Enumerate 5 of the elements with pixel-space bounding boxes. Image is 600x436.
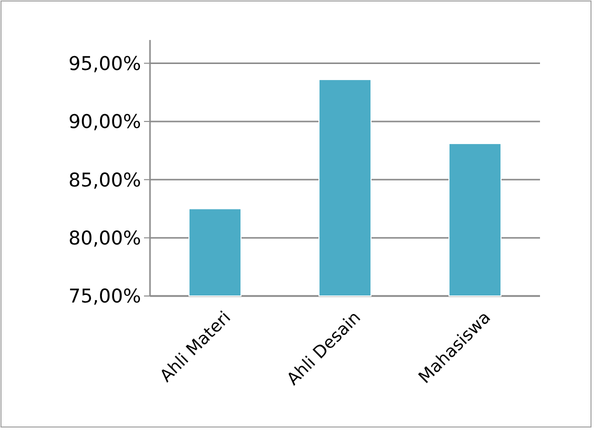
y-tick-label: 90,00% [68, 111, 141, 134]
y-tick-label: 85,00% [68, 169, 141, 192]
y-tick-label: 80,00% [68, 227, 141, 250]
y-tick-label: 75,00% [68, 286, 141, 308]
y-tick-label: 95,00% [68, 52, 141, 75]
